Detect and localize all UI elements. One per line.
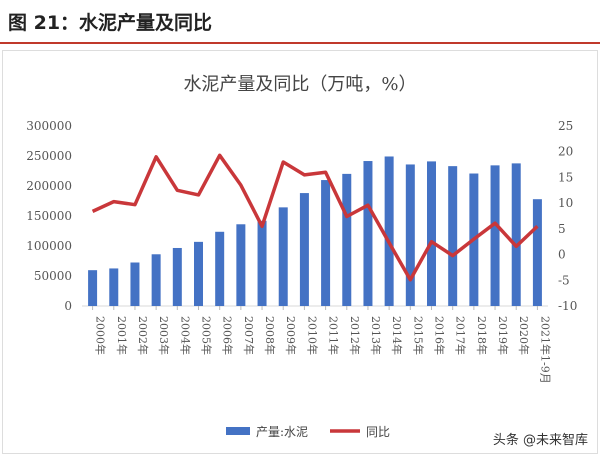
chart-title: 水泥产量及同比（万吨，%） [183, 74, 416, 95]
yoy-line [91, 153, 539, 282]
title-divider [0, 42, 600, 44]
left-tick-label: 100000 [26, 239, 72, 253]
left-tick-label: 50000 [34, 269, 72, 283]
x-tick-label: 2017年 [454, 316, 468, 355]
bar [511, 163, 521, 306]
left-tick-label: 250000 [26, 149, 72, 163]
x-tick-label: 2021年1-9月 [538, 316, 552, 384]
x-tick-label: 2003年 [157, 316, 171, 355]
x-tick-label: 2016年 [433, 316, 447, 355]
bar [384, 156, 394, 306]
x-tick-label: 2018年 [475, 316, 489, 355]
legend-bar-label: 产量:水泥 [256, 425, 308, 439]
x-tick-label: 2009年 [284, 316, 298, 355]
bar [215, 231, 225, 306]
bar [427, 161, 436, 306]
bar [194, 241, 203, 306]
bar [405, 164, 415, 306]
x-tick-label: 2020年 [517, 316, 531, 355]
bar [363, 161, 373, 306]
right-tick-label: 25 [558, 119, 573, 133]
x-tick-label: 2002年 [136, 316, 150, 355]
bar [342, 173, 352, 306]
bar [236, 224, 246, 306]
bar [151, 254, 161, 306]
x-tick-label: 2013年 [369, 316, 383, 355]
x-tick-label: 2014年 [390, 316, 404, 355]
right-tick-label: -5 [558, 273, 570, 287]
right-tick-label: 20 [558, 145, 573, 159]
x-tick-label: 2019年 [496, 316, 510, 355]
watermark: 头条 @未来智库 [492, 433, 588, 448]
x-tick-label: 2007年 [242, 316, 256, 355]
bar [257, 220, 267, 306]
right-tick-label: 0 [558, 248, 566, 262]
x-tick-label: 2001年 [115, 316, 129, 355]
x-tick-label: 2000年 [94, 316, 108, 355]
legend-bar-swatch [226, 427, 250, 435]
x-tick-label: 2012年 [348, 316, 362, 355]
x-tick-label: 2008年 [263, 316, 277, 355]
right-tick-label: -10 [558, 299, 577, 313]
left-tick-label: 200000 [26, 179, 72, 193]
bar [532, 199, 542, 306]
left-tick-label: 0 [64, 299, 72, 313]
figure-title: 图 21：水泥产量及同比 [8, 12, 213, 34]
x-tick-label: 2015年 [411, 316, 425, 355]
x-tick-label: 2004年 [178, 316, 192, 355]
bar [109, 268, 119, 306]
x-tick-label: 2005年 [200, 316, 214, 355]
left-tick-label: 150000 [26, 209, 72, 223]
right-tick-label: 10 [558, 196, 573, 210]
right-tick-label: 5 [558, 222, 566, 236]
bar [490, 165, 500, 306]
left-tick-label: 300000 [26, 119, 72, 133]
right-tick-label: 15 [558, 170, 573, 184]
bar [88, 270, 98, 306]
bar [278, 207, 288, 306]
bar [448, 166, 458, 306]
bar [321, 180, 331, 306]
x-tick-label: 2011年 [327, 316, 341, 355]
bar [172, 247, 182, 306]
bar [130, 262, 140, 306]
x-tick-label: 2010年 [305, 316, 319, 355]
chart-panel [2, 50, 598, 454]
legend-line-label: 同比 [366, 425, 390, 439]
x-tick-label: 2006年 [221, 316, 235, 355]
bar [299, 193, 309, 306]
